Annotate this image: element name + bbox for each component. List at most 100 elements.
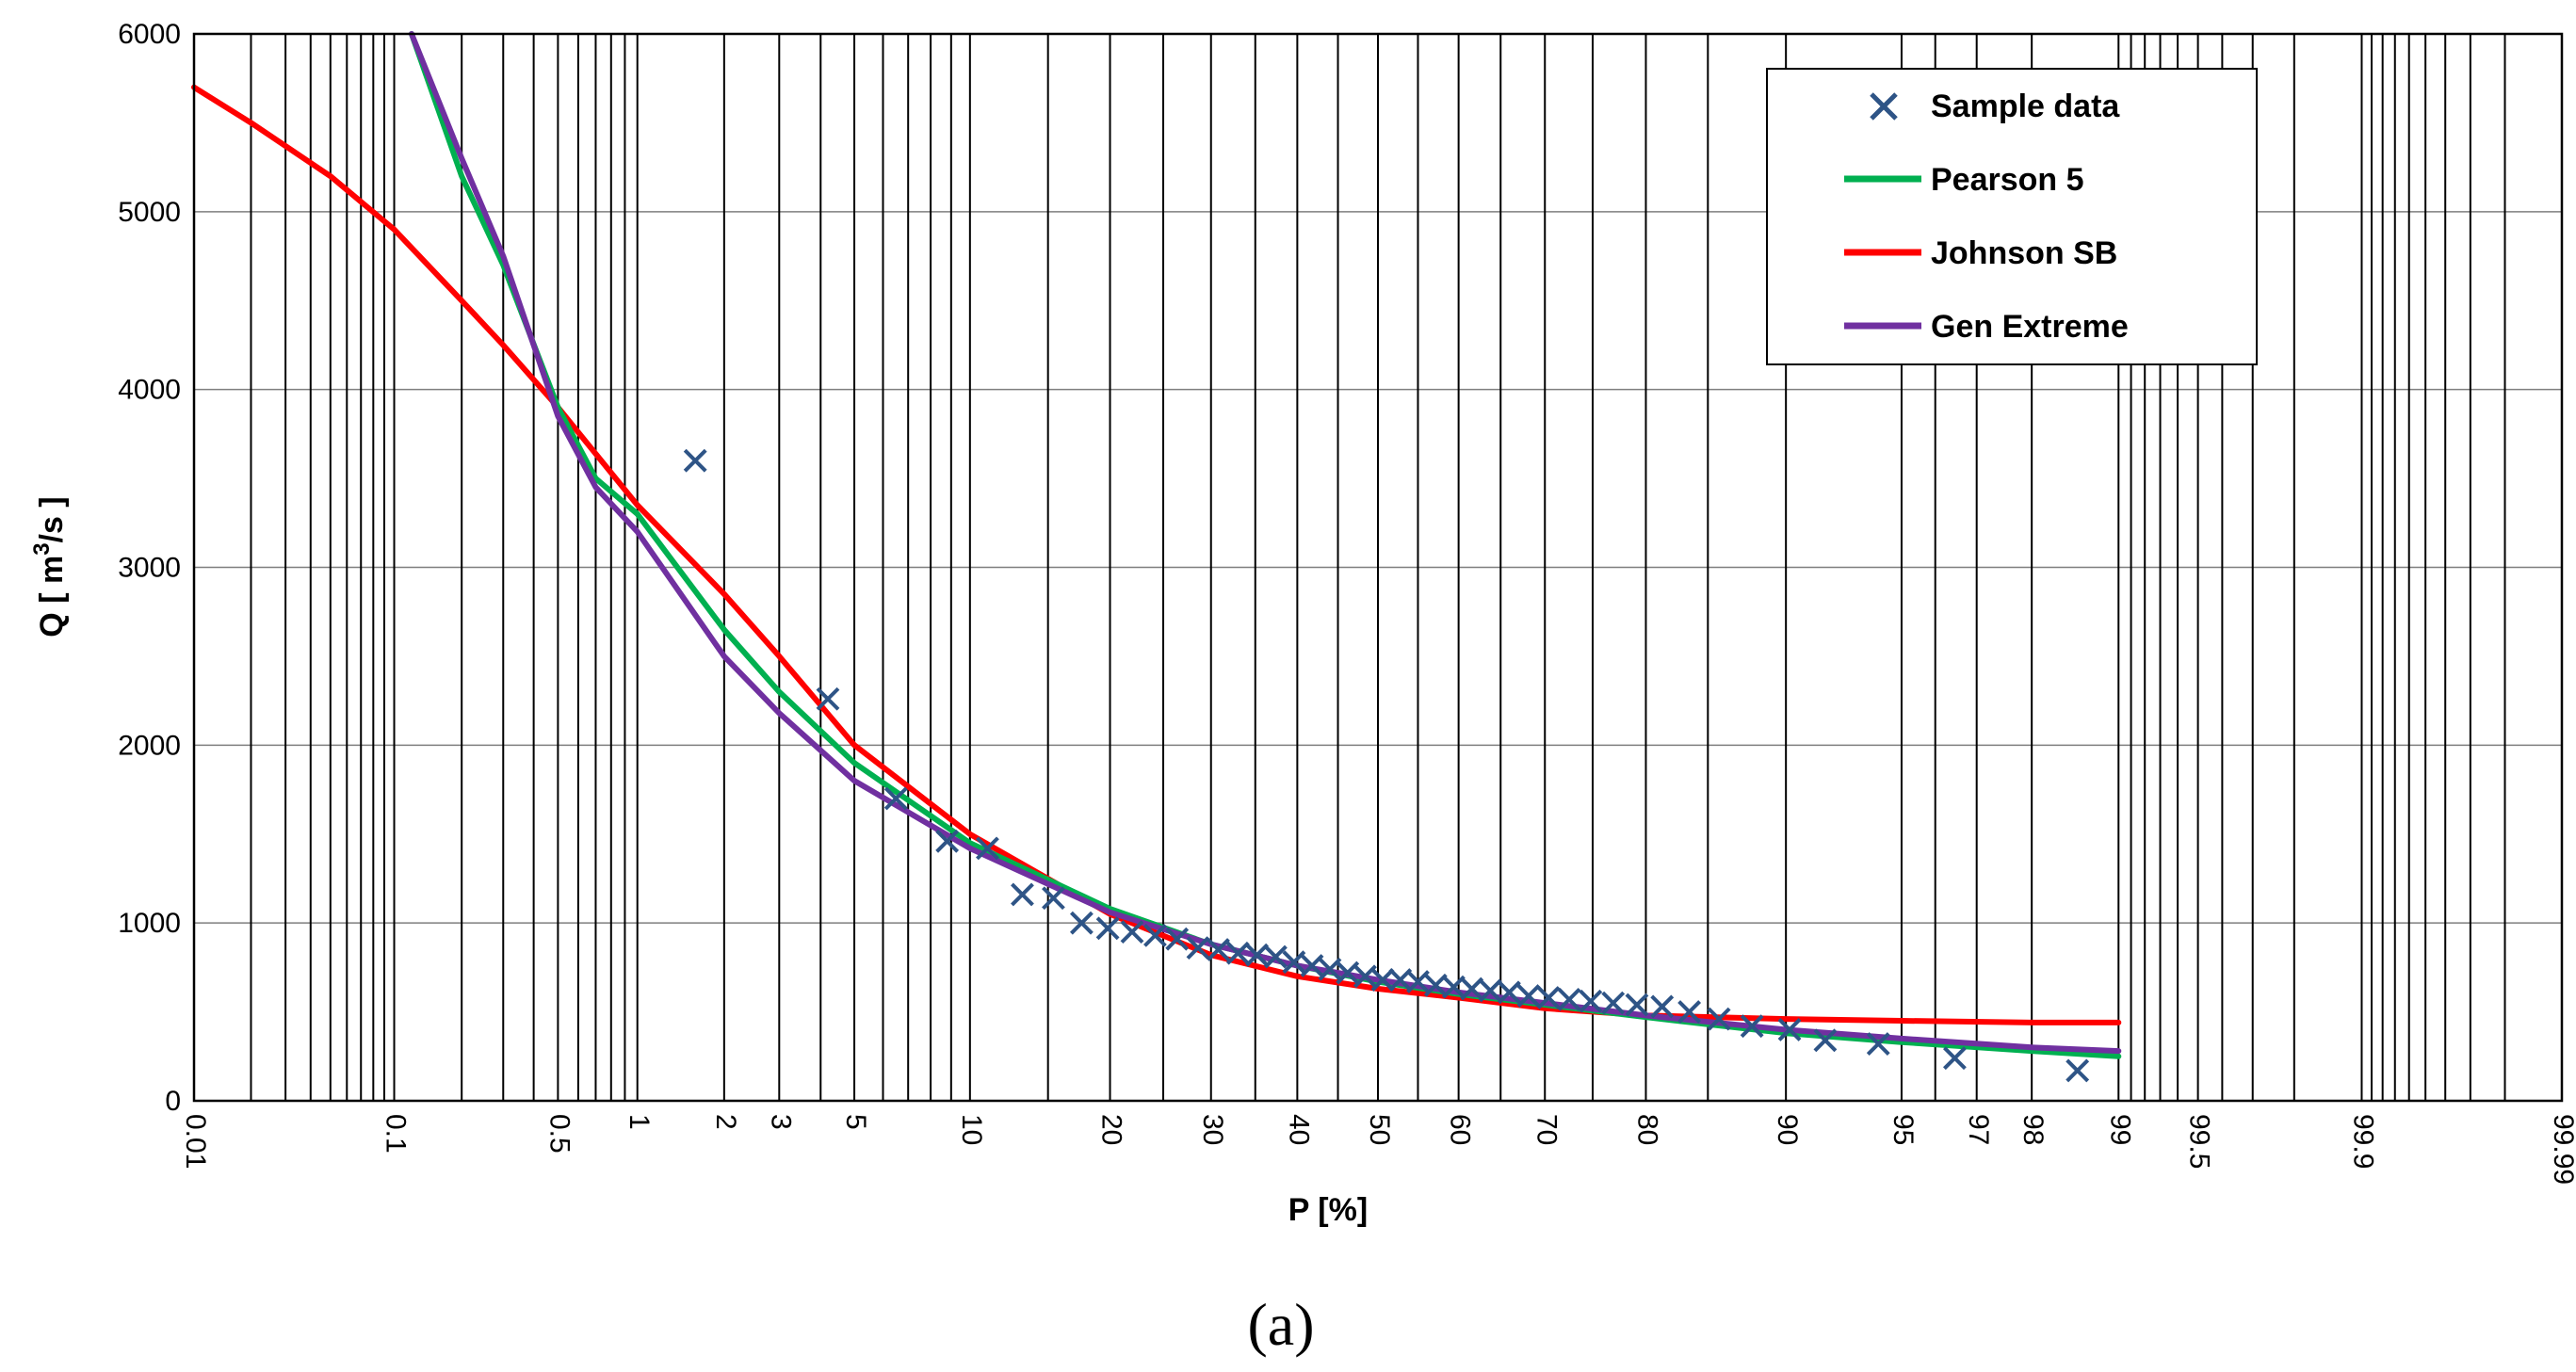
sample-data-point-stroke [935,829,960,853]
sample-data-point-stroke [1677,1000,1702,1024]
x-tick-label-99-9: 99.9 [2348,1114,2379,1169]
series-line-gen-extreme [409,31,2122,1055]
sample-data-point-stroke [1300,954,1324,977]
y-tick-label-3000: 3000 [118,553,181,584]
sample-data-point [1579,989,1603,1013]
sample-data-point [935,829,960,853]
sample-data-point-stroke [1263,944,1288,969]
legend-item-johnson-sb: Johnson SB [1844,235,2117,271]
x-tick-label-50: 50 [1364,1114,1395,1145]
sample-data-point-stroke [683,448,707,473]
sample-data-point-stroke [1095,916,1120,941]
sample-data-point-stroke [816,686,840,711]
sample-data-point [1942,1046,1967,1071]
sample-data-point [1406,970,1430,993]
sample-data-point [1813,1028,1838,1053]
figure-caption: (a) [1247,1291,1314,1358]
sample-data-point [1186,936,1210,960]
x-tick-label-10: 10 [956,1114,987,1145]
legend-box [1766,68,2258,365]
sample-data-point [1497,980,1521,1005]
y-tick-label-6000: 6000 [118,19,181,50]
sample-data-point [1263,944,1288,969]
x-tick-label-0-5: 0.5 [543,1114,575,1154]
sample-data-point-stroke [1353,964,1377,989]
x-tick-label-3: 3 [765,1114,796,1130]
legend-label-gen-extreme: Gen Extreme [1931,309,2129,345]
sample-data-point [1601,991,1626,1015]
sample-data-point-stroke [1207,938,1230,961]
y-tick-label-2000: 2000 [118,730,181,761]
sample-data-point-stroke [1460,977,1484,1001]
y-tick-label-0: 0 [165,1086,181,1117]
sample-data-point-stroke [2066,1058,2090,1083]
sample-data-point-stroke [1516,984,1541,1009]
y-tick-label-1000: 1000 [118,908,181,939]
sample-data-point [1478,978,1502,1003]
sample-data-point [1370,968,1395,993]
x-tick-label-1: 1 [624,1114,655,1130]
sample-data-point-stroke [1406,970,1430,993]
sample-data-point-stroke [1707,1007,1731,1031]
x-tick-label-70: 70 [1531,1114,1562,1145]
sample-data-point [1677,1000,1702,1024]
legend-item-pearson-5: Pearson 5 [1844,162,2084,198]
x-tick-label-0-1: 0.1 [381,1114,412,1154]
sample-data-point-stroke [1318,957,1342,981]
x-tick-label-90: 90 [1772,1114,1803,1145]
sample-data-point [1282,950,1306,975]
sample-data-point-stroke [1165,927,1190,951]
sample-data-point [1225,941,1250,965]
sample-data-point [683,448,707,473]
sample-data-point-stroke [1625,993,1649,1017]
sample-data-point-stroke [1866,1032,1890,1056]
sample-data-point-stroke [1777,1018,1802,1041]
sample-data-point [1070,911,1094,935]
sample-data-point [1353,964,1377,989]
sample-data-point [1516,984,1541,1009]
sample-data-point [1300,954,1324,977]
x-tick-label-60: 60 [1445,1114,1476,1145]
sample-data-point [1536,986,1561,1009]
legend-item-gen-extreme: Gen Extreme [1844,309,2129,345]
sample-data-point [1650,994,1675,1019]
legend-marker-x [1870,92,1898,121]
legend-label-sample-data: Sample data [1931,89,2120,124]
sample-data-markers [683,448,2090,1083]
sample-data-point [1143,923,1167,947]
legend-item-sample-data: Sample data [1870,89,2120,124]
sample-data-point-stroke [1120,920,1144,944]
x-axis-title: P [%] [1288,1192,1368,1228]
sample-data-point-stroke [1740,1014,1764,1039]
sample-data-point [1120,920,1144,944]
sample-data-point [976,836,999,861]
x-tick-label-30: 30 [1197,1114,1228,1145]
sample-data-point [1777,1018,1802,1041]
x-tick-label-99-5: 99.5 [2184,1114,2215,1169]
sample-data-point-stroke [1813,1028,1838,1053]
sample-data-point-stroke [1282,950,1306,975]
sample-data-point [1011,882,1034,907]
sample-data-point [1207,938,1230,961]
x-tick-label-97: 97 [1963,1114,1994,1145]
sample-data-point [1866,1032,1890,1056]
x-tick-label-98: 98 [2017,1114,2049,1145]
sample-data-point [883,786,908,811]
sample-data-point-stroke [1579,989,1603,1013]
sample-data-point-stroke [1478,978,1502,1003]
sample-data-point-stroke [1186,936,1210,960]
sample-data-point [1557,987,1581,1011]
sample-data-point [816,686,840,711]
sample-data-point [1318,957,1342,981]
y-tick-label-5000: 5000 [118,197,181,228]
legend-label-johnson-sb: Johnson SB [1931,235,2117,271]
series-line-pearson-5 [409,31,2122,1059]
sample-data-point-stroke [1536,986,1561,1009]
sample-data-point-stroke [1601,991,1626,1015]
y-axis-title: Q [ m3/s ] [29,496,70,637]
legend-label-pearson-5: Pearson 5 [1931,162,2084,198]
x-tick-label-2: 2 [710,1114,741,1130]
sample-data-point [1625,993,1649,1017]
sample-data-point-stroke [1650,994,1675,1019]
